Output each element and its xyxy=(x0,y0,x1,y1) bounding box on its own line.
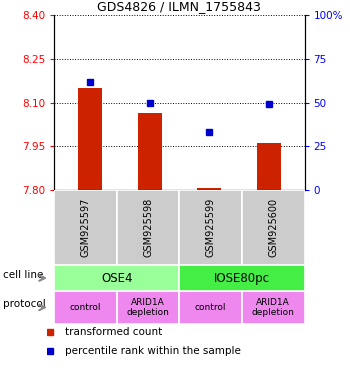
Bar xyxy=(54,265,179,291)
Text: OSE4: OSE4 xyxy=(101,271,133,285)
Bar xyxy=(242,291,304,324)
Text: cell line: cell line xyxy=(3,270,43,280)
Bar xyxy=(179,291,242,324)
Text: percentile rank within the sample: percentile rank within the sample xyxy=(65,346,241,356)
Text: GSM925600: GSM925600 xyxy=(268,198,278,257)
Text: control: control xyxy=(70,303,101,312)
Bar xyxy=(54,190,117,265)
Bar xyxy=(54,291,117,324)
Text: GSM925598: GSM925598 xyxy=(143,198,153,257)
Bar xyxy=(242,190,304,265)
Text: ARID1A
depletion: ARID1A depletion xyxy=(127,298,169,317)
Text: transformed count: transformed count xyxy=(65,327,162,337)
Text: GSM925597: GSM925597 xyxy=(80,198,91,257)
Bar xyxy=(117,190,179,265)
Bar xyxy=(117,291,179,324)
Text: control: control xyxy=(195,303,226,312)
Bar xyxy=(78,88,102,190)
Bar xyxy=(179,265,304,291)
Bar xyxy=(257,144,281,190)
Bar xyxy=(138,113,161,190)
Bar xyxy=(197,188,221,190)
Bar xyxy=(179,190,242,265)
Title: GDS4826 / ILMN_1755843: GDS4826 / ILMN_1755843 xyxy=(97,0,261,13)
Text: GSM925599: GSM925599 xyxy=(206,198,216,257)
Text: IOSE80pc: IOSE80pc xyxy=(214,271,270,285)
Text: protocol: protocol xyxy=(3,299,45,309)
Text: ARID1A
depletion: ARID1A depletion xyxy=(252,298,295,317)
